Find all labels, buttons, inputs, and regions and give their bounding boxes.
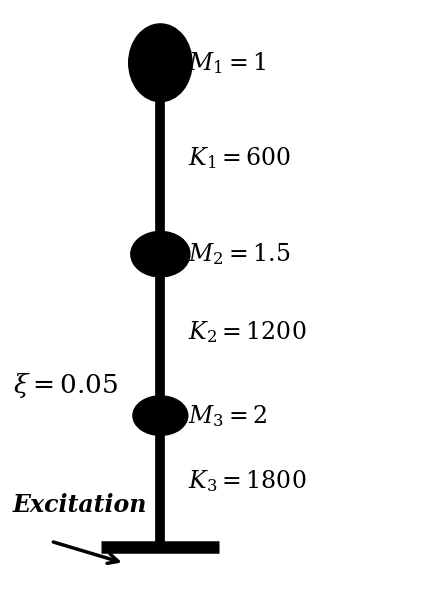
Text: $\mathit{M}_1=1$: $\mathit{M}_1=1$ — [188, 50, 266, 76]
Text: $\mathit{K}_3=1800$: $\mathit{K}_3=1800$ — [188, 468, 306, 495]
Text: $\mathit{K}_2=1200$: $\mathit{K}_2=1200$ — [188, 319, 306, 345]
Ellipse shape — [129, 24, 192, 102]
Text: $\xi=0.05$: $\xi=0.05$ — [13, 371, 118, 400]
Text: $\mathit{M}_2=1.5$: $\mathit{M}_2=1.5$ — [188, 241, 290, 267]
Text: $\mathit{K}_1=600$: $\mathit{K}_1=600$ — [188, 145, 291, 172]
Text: Excitation: Excitation — [13, 493, 147, 517]
Ellipse shape — [133, 396, 188, 435]
Ellipse shape — [131, 231, 190, 277]
Text: $\mathit{M}_3=2$: $\mathit{M}_3=2$ — [188, 402, 267, 429]
